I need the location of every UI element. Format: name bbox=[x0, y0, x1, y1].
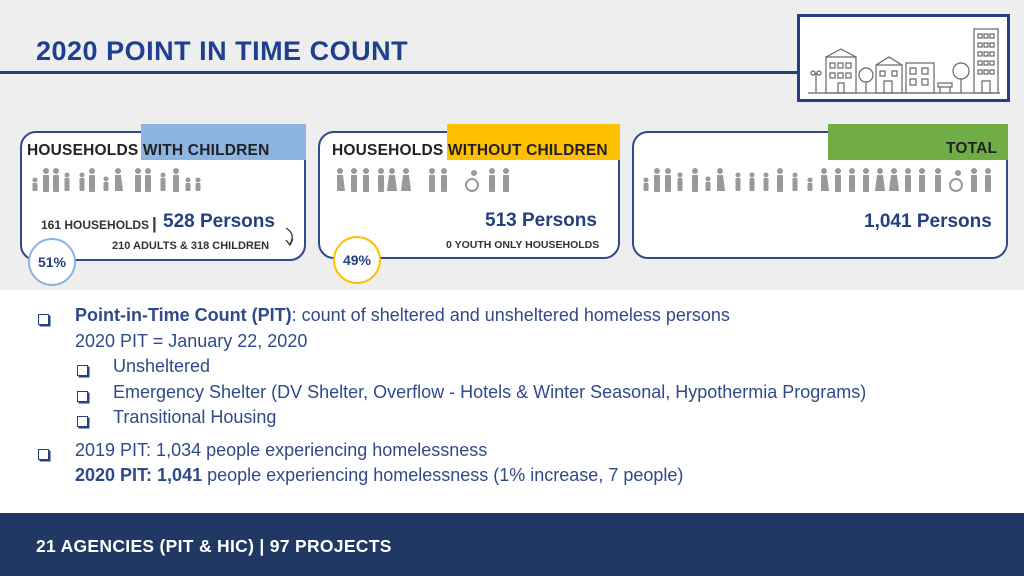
children-count: 318 CHILDREN bbox=[190, 240, 270, 252]
checkbox-bullet-icon bbox=[38, 449, 49, 460]
total-persons: 1,041 Persons bbox=[864, 211, 992, 232]
pit-2020-label: 2020 PIT: 1,041 bbox=[75, 465, 203, 485]
footer-bar bbox=[0, 513, 1024, 576]
without-children-heading: HOUSEHOLDS WITHOUT CHILDREN bbox=[332, 142, 608, 160]
footer-text: 21 AGENCIES (PIT & HIC) | 97 PROJECTS bbox=[36, 536, 392, 556]
with-children-heading: HOUSEHOLDS WITH CHILDREN bbox=[27, 142, 269, 160]
without-children-percent-badge: 49% bbox=[333, 236, 381, 284]
checkbox-bullet-icon bbox=[77, 365, 88, 376]
separator: | bbox=[152, 214, 157, 233]
pit-definition: : count of sheltered and unsheltered hom… bbox=[291, 305, 730, 325]
total-highlight bbox=[828, 124, 1008, 160]
checkbox-bullet-icon bbox=[77, 391, 88, 402]
total-heading: TOTAL bbox=[946, 140, 998, 157]
all-people-icon bbox=[643, 168, 991, 192]
youth-only-households: 0 YOUTH ONLY HOUSEHOLDS bbox=[446, 239, 600, 251]
sub-bullet-transitional-housing: Transitional Housing bbox=[113, 407, 277, 427]
sub-bullet-emergency-shelter: Emergency Shelter (DV Shelter, Overflow … bbox=[113, 382, 867, 402]
checkbox-bullet-icon bbox=[38, 314, 49, 325]
bullet-pit-definition: Point-in-Time Count (PIT): count of shel… bbox=[75, 305, 730, 326]
cityscape-logo bbox=[797, 14, 1010, 102]
heading-prefix: HOUSEHOLDS bbox=[27, 142, 139, 159]
without-children-highlight bbox=[447, 124, 620, 160]
checkbox-bullet-icon bbox=[77, 416, 88, 427]
title-underline bbox=[0, 71, 800, 74]
sub-bullet-unsheltered: Unsheltered bbox=[113, 356, 211, 376]
family-people-icon bbox=[32, 168, 201, 192]
pit-2019: 2019 PIT: 1,034 people experiencing home… bbox=[75, 440, 488, 460]
pit-term: Point-in-Time Count (PIT) bbox=[75, 305, 292, 325]
pit-2020: 2020 PIT: 1,041 people experiencing home… bbox=[75, 465, 683, 486]
pit-2020-rest: people experiencing homelessness (1% inc… bbox=[202, 465, 684, 485]
heading-highlight: WITH CHILDREN bbox=[142, 142, 270, 159]
adults-count: 210 ADULTS bbox=[112, 240, 177, 252]
without-children-persons: 513 Persons bbox=[485, 210, 597, 231]
ampersand: & bbox=[179, 240, 188, 252]
households-count: 161 HOUSEHOLDS bbox=[41, 218, 150, 232]
cityscape-icon bbox=[808, 28, 1000, 94]
heading-highlight: WITHOUT CHILDREN bbox=[447, 142, 608, 159]
with-children-highlight bbox=[141, 124, 306, 160]
pit-date: 2020 PIT = January 22, 2020 bbox=[75, 331, 308, 351]
adults-children-breakdown: 210 ADULTS & 318 CHILDREN bbox=[112, 240, 269, 252]
with-children-persons: 528 Persons bbox=[163, 211, 275, 232]
page-title: 2020 POINT IN TIME COUNT bbox=[36, 36, 409, 66]
adults-people-icon bbox=[337, 168, 509, 192]
curved-arrow-icon bbox=[285, 227, 294, 247]
heading-prefix: HOUSEHOLDS bbox=[332, 142, 444, 159]
with-children-percent-badge: 51% bbox=[28, 238, 76, 286]
